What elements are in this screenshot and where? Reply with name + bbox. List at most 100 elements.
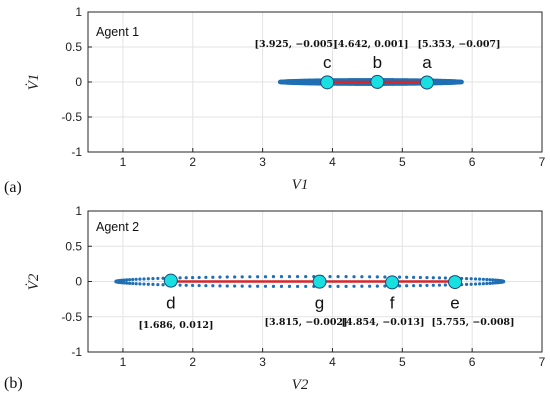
trajectory-point [412,284,416,288]
trajectory-point [501,280,506,284]
point-label-c: c [323,53,332,72]
trajectory-point [383,275,387,279]
trajectory-point [178,276,182,280]
x-tick-label: 5 [399,155,406,169]
y-tick-label: -1 [71,145,82,159]
trajectory-point [197,283,201,288]
trajectory-point [211,284,215,288]
trajectory-point [161,283,165,287]
y-axis-label: V̇2 [26,273,42,290]
trajectory-point [122,281,126,285]
trajectory-point [352,284,356,288]
annotation-c: [3.925, −0.005] [254,39,337,50]
trajectory-point [151,276,155,281]
trajectory-point [360,275,364,279]
trajectory-point [491,281,495,285]
point-label-g: g [315,294,324,313]
trajectory-point [443,276,447,280]
trajectory-point [225,275,229,279]
trajectory-point [485,277,489,282]
trajectory-point [418,283,422,288]
trajectory-point [437,283,442,287]
annotation-a: [5.353, −0.007] [417,39,500,50]
x-tick-label: 6 [469,155,476,169]
trajectory-point [481,277,485,281]
trajectory-point [271,284,276,288]
trajectory-point [151,282,155,287]
trajectory-point [344,284,348,288]
trajectory-point [287,274,292,279]
trajectory-point [125,278,129,282]
trajectory-point [375,284,379,288]
y-tick-label: 1 [75,204,82,218]
trajectory-point [127,278,132,282]
x-tick-label: 5 [399,355,406,369]
trajectory-point [405,284,409,288]
y-tick-label: -1 [71,345,82,359]
trajectory-point [263,284,268,288]
trajectory-point [431,276,435,280]
y-axis-label: V̇1 [26,74,42,91]
trajectory-point [425,275,429,280]
trajectory-point [131,277,135,282]
trajectory-point [425,283,429,288]
x-axis-label: V1 [292,177,309,193]
trajectory-point [295,274,300,279]
trajectory-point [248,275,252,279]
point-label-b: b [373,53,382,72]
trajectory-point [218,275,222,279]
trajectory-point [375,275,379,279]
trajectory-point [493,278,497,282]
trajectory-point [485,281,489,286]
trajectory-point [304,284,308,289]
trajectory-point [211,275,215,279]
point-label-f: f [390,294,395,313]
trajectory-point [125,281,129,285]
point-label-e: e [450,294,459,313]
trajectory-point [397,275,402,279]
trajectory-point [469,277,473,281]
trajectory-point [218,284,222,288]
trajectory-point [138,277,142,281]
trajectory-point [431,283,435,287]
annotation-g: [3.815, −0.002] [264,317,347,328]
equilibrium-point-b [370,74,385,89]
x-axis-label: V2 [292,377,309,393]
trajectory-point [233,275,237,279]
trajectory-point [412,275,416,279]
x-tick-label: 3 [259,155,266,169]
equilibrium-point-c [320,75,335,90]
trajectory-point [184,276,188,280]
trajectory-point [481,282,485,286]
agent-label: Agent 2 [96,220,139,234]
trajectory-point [328,284,332,289]
annotation-e: [5.755, −0.008] [431,317,514,328]
trajectory-point [437,276,442,280]
trajectory-point [464,282,469,287]
equilibrium-point-g [312,274,327,289]
trajectory-point [127,281,132,285]
trajectory-point [190,283,195,288]
panel-label: (b) [4,375,23,392]
y-tick-label: 0.5 [65,239,82,253]
trajectory-point [271,275,276,279]
trajectory-point [256,284,260,288]
trajectory-point [405,275,409,279]
annotation-d: [1.686, 0.012] [138,320,213,331]
trajectory-point [287,284,292,289]
y-tick-label: -0.5 [61,310,82,324]
trajectory-point [142,277,146,281]
trajectory-point [156,282,160,287]
trajectory-point [134,277,138,281]
trajectory-point [248,284,252,288]
trajectory-point [464,276,469,281]
trajectory-point [478,282,482,286]
trajectory-point [178,283,182,287]
trajectory-point [328,274,332,279]
trajectory-point [459,79,464,85]
x-tick-label: 1 [120,355,127,369]
y-tick-label: 1 [75,5,82,19]
trajectory-point [443,283,447,287]
trajectory-point [469,282,473,286]
